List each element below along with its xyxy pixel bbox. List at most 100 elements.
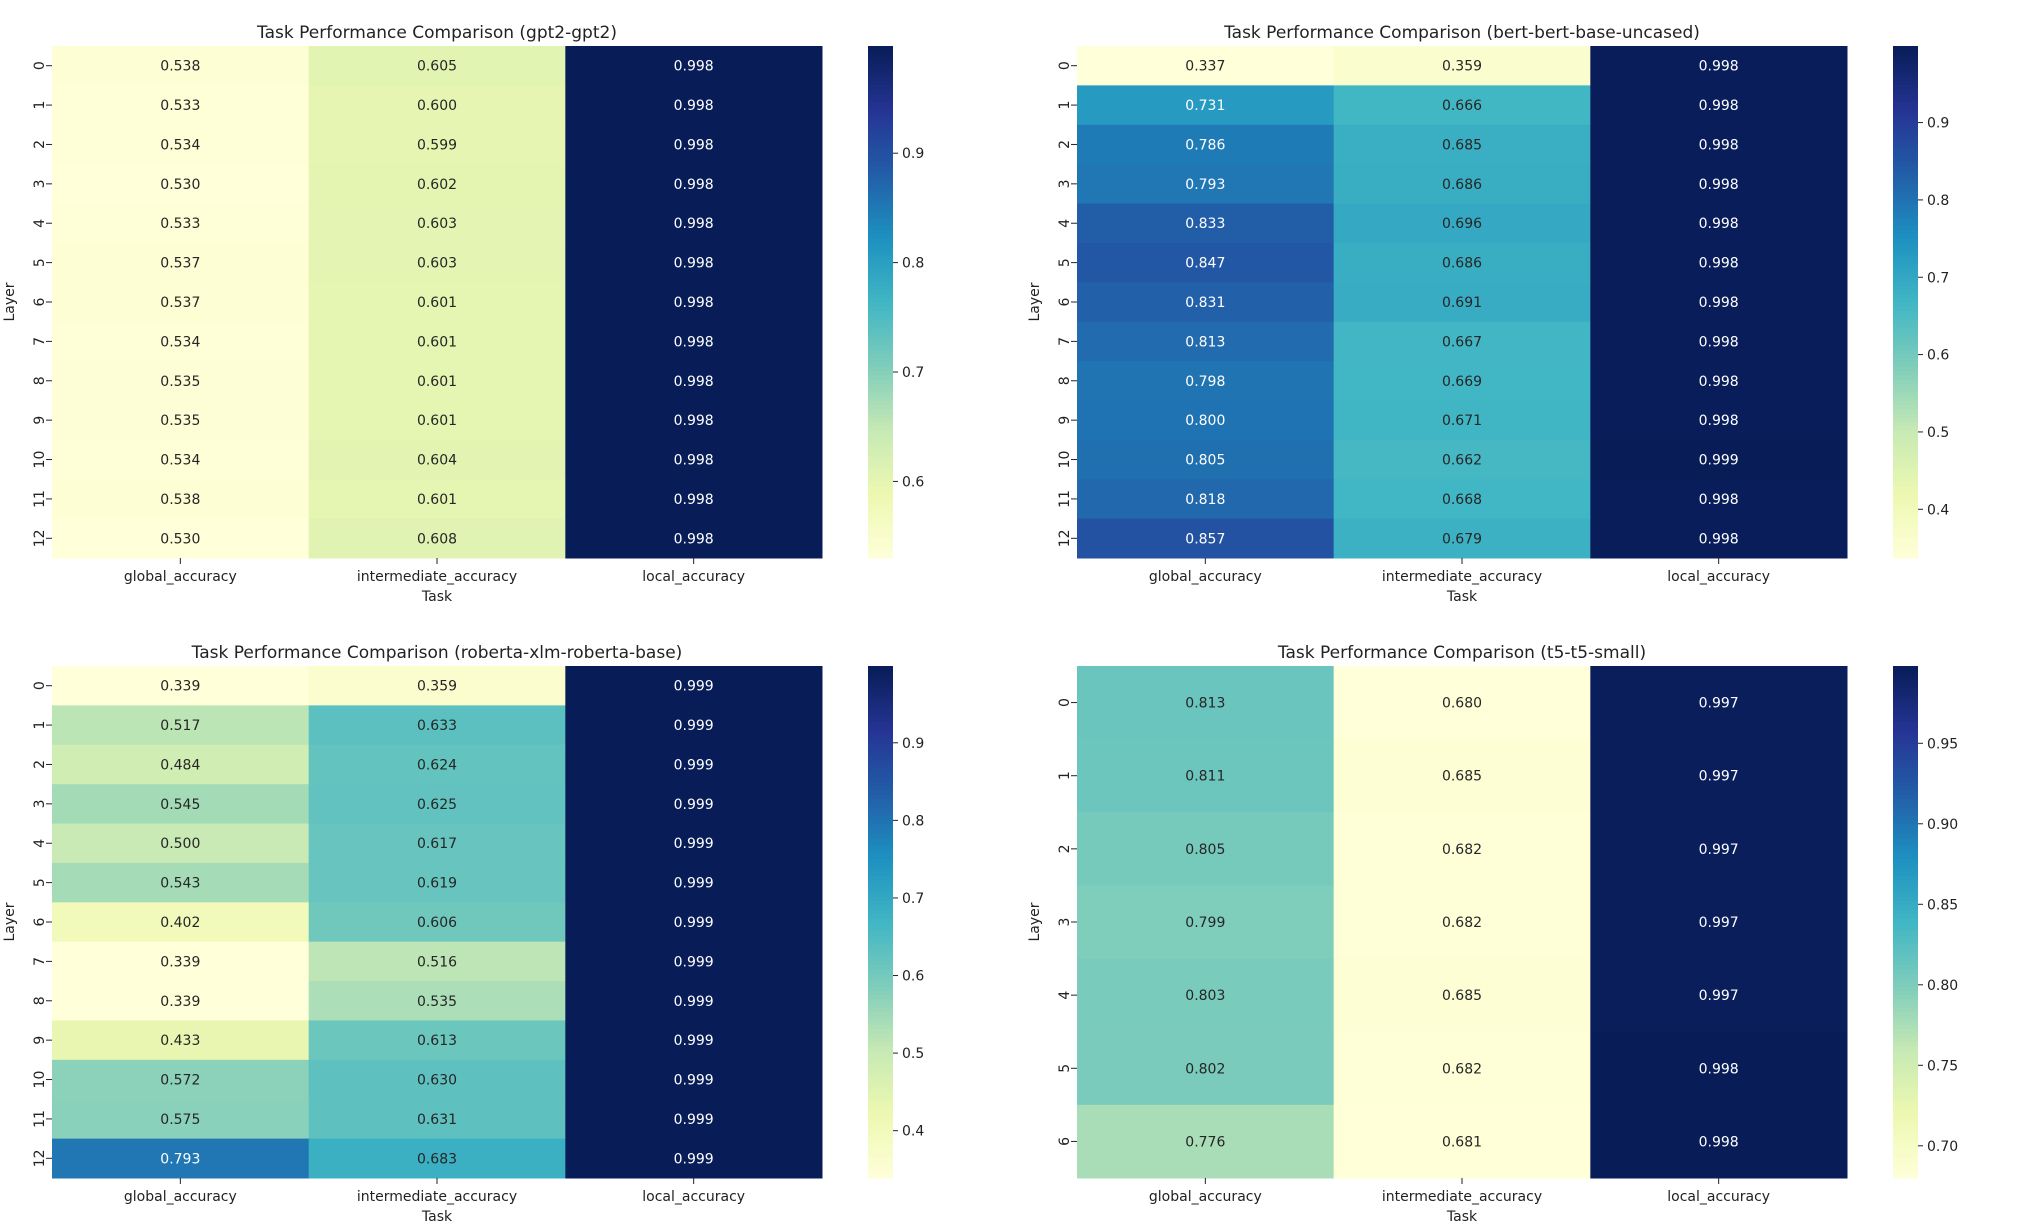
heatmap-cell: [52, 1099, 310, 1140]
colorbar-segment: [868, 764, 893, 769]
colorbar-segment: [868, 84, 893, 90]
colorbar-segment: [1893, 1075, 1918, 1081]
colorbar-segment: [868, 909, 893, 915]
heatmap-cell: [52, 479, 310, 520]
colorbar-segment: [1893, 1071, 1918, 1077]
colorbar-segment: [868, 105, 893, 111]
colorbar-segment: [868, 887, 893, 893]
colorbar-segment: [868, 951, 893, 957]
colorbar-segment: [868, 58, 893, 64]
colorbar-segment: [1893, 528, 1918, 533]
cell-value-label: 0.631: [417, 1112, 457, 1128]
colorbar-segment: [868, 1096, 893, 1102]
heatmap-cell: [308, 361, 566, 401]
colorbar-segment: [868, 412, 893, 418]
colorbar-segment: [1893, 425, 1918, 431]
colorbar-segment: [868, 67, 893, 73]
cell-value-label: 0.534: [160, 137, 200, 153]
x-tick-label: intermediate_accuracy: [1382, 569, 1542, 585]
y-tick-label: 0: [1057, 698, 1073, 707]
colorbar-segment: [1893, 1015, 1918, 1021]
colorbar-segment: [868, 1050, 893, 1055]
cell-value-label: 0.997: [1699, 842, 1739, 858]
colorbar-segment: [868, 670, 893, 676]
cell-value-label: 0.997: [1699, 915, 1739, 931]
y-tick-label: 4: [32, 219, 48, 228]
heatmap-cell: [308, 744, 566, 785]
cell-value-label: 0.998: [1699, 59, 1739, 75]
heatmap-cell: [52, 124, 310, 165]
colorbar-segment: [1893, 105, 1918, 111]
cell-value-label: 0.731: [1185, 98, 1225, 114]
colorbar-segment: [868, 802, 893, 808]
colorbar-segment: [1893, 319, 1918, 324]
colorbar-segment: [868, 122, 893, 128]
colorbar-segment: [868, 691, 893, 697]
cell-value-label: 0.337: [1185, 59, 1225, 75]
colorbar-segment: [1893, 110, 1918, 115]
cell-value-label: 0.998: [1699, 177, 1739, 193]
cell-value-label: 0.619: [417, 876, 457, 892]
colorbar-segment: [868, 284, 893, 290]
colorbar-segment: [868, 135, 893, 141]
cell-value-label: 0.998: [1699, 413, 1739, 429]
colorbar-segment: [1893, 1148, 1918, 1153]
heatmap-cell: [1077, 361, 1335, 401]
colorbar-segment: [1893, 802, 1918, 808]
colorbar-segment: [1893, 1020, 1918, 1025]
colorbar-segment: [1893, 54, 1918, 60]
colorbar-segment: [868, 404, 893, 410]
cell-value-label: 0.998: [1699, 1061, 1739, 1077]
heatmap-cell: [1333, 479, 1591, 520]
x-tick-label: local_accuracy: [1667, 569, 1770, 585]
colorbar-segment: [1893, 310, 1918, 316]
colorbar-segment: [868, 289, 893, 295]
cell-value-label: 0.572: [160, 1073, 200, 1089]
x-tick-label: intermediate_accuracy: [1382, 1189, 1542, 1205]
cell-value-label: 0.685: [1442, 769, 1482, 785]
y-tick-label: 1: [32, 101, 48, 110]
colorbar-segment: [868, 986, 893, 991]
y-tick-label: 2: [32, 760, 48, 769]
cell-value-label: 0.537: [160, 256, 200, 272]
cell-value-label: 0.339: [160, 679, 200, 695]
colorbar-segment: [868, 879, 893, 885]
colorbar-segment: [868, 794, 893, 799]
heatmap-cell: [308, 705, 566, 746]
colorbar-segment: [1893, 255, 1918, 260]
heatmap-cell: [308, 981, 566, 1021]
heatmap-cell: [565, 1099, 823, 1140]
colorbar-segment: [868, 88, 893, 94]
colorbar-segment: [1893, 734, 1918, 740]
colorbar-segment: [868, 781, 893, 787]
colorbar-segment: [868, 485, 893, 491]
colorbar-segment: [1893, 666, 1918, 671]
heatmap-cell: [1077, 479, 1335, 520]
colorbar-segment: [1893, 1152, 1918, 1158]
colorbar-segment: [1893, 828, 1918, 833]
colorbar-segment: [1893, 806, 1918, 812]
colorbar-segment: [868, 148, 893, 154]
colorbar-segment: [868, 80, 893, 85]
colorbar-segment: [868, 340, 893, 346]
heatmap-cell: [565, 823, 823, 864]
colorbar-segment: [1893, 75, 1918, 81]
heatmap-cell: [1590, 1104, 1848, 1179]
y-tick-label: 4: [32, 839, 48, 848]
cell-value-label: 0.617: [417, 836, 457, 852]
colorbar-segment: [868, 536, 893, 542]
colorbar-segment: [1893, 947, 1918, 953]
heatmap-cell: [52, 85, 310, 126]
y-tick-label: 3: [1057, 179, 1073, 188]
colorbar-segment: [1893, 772, 1918, 778]
colorbar-segment: [1893, 114, 1918, 120]
colorbar-segment: [1893, 122, 1918, 128]
cell-value-label: 0.484: [160, 757, 200, 773]
y-tick-label: 6: [1057, 297, 1073, 306]
colorbar-tick-label: 0.90: [1927, 817, 1958, 833]
colorbar-segment: [868, 990, 893, 996]
colorbar-segment: [868, 785, 893, 791]
cell-value-label: 0.831: [1185, 295, 1225, 311]
colorbar-segment: [1893, 1050, 1918, 1055]
heatmap-cell: [565, 902, 823, 943]
